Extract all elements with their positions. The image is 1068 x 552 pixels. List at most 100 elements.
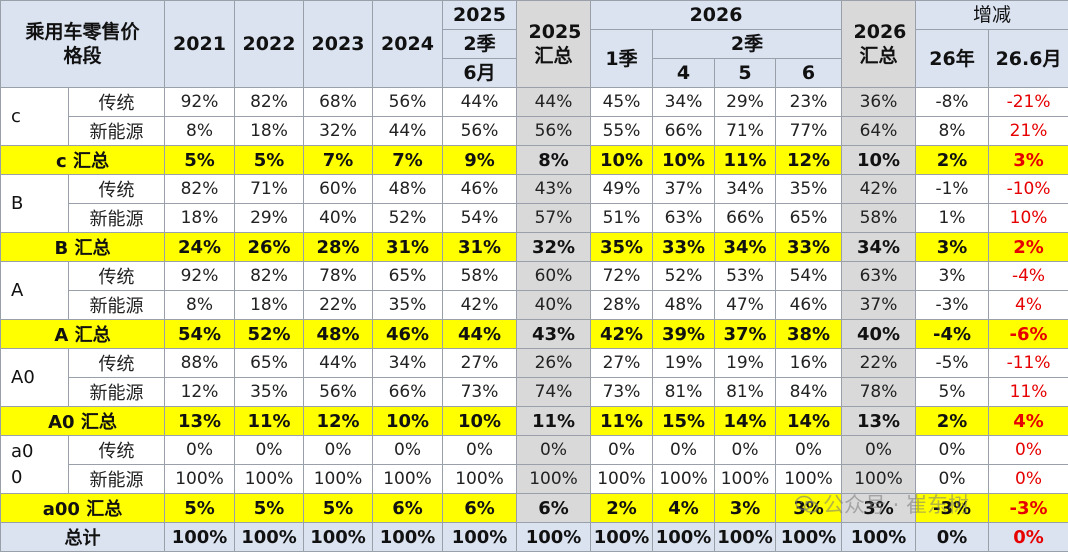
value-cell: 0% xyxy=(989,523,1068,552)
value-cell: 78% xyxy=(842,378,916,407)
powertrain-label: 新能源 xyxy=(69,465,165,494)
value-cell: 2% xyxy=(989,233,1068,262)
value-cell: 19% xyxy=(653,349,715,378)
value-cell: 10% xyxy=(443,407,517,436)
value-cell: 11% xyxy=(989,378,1068,407)
value-cell: 7% xyxy=(304,146,373,175)
value-cell: 66% xyxy=(653,117,715,146)
value-cell: 44% xyxy=(443,320,517,349)
value-cell: 3% xyxy=(842,494,916,523)
value-cell: 100% xyxy=(304,465,373,494)
value-cell: 71% xyxy=(715,117,776,146)
powertrain-label: 传统 xyxy=(69,262,165,291)
value-cell: 4% xyxy=(653,494,715,523)
value-cell: 10% xyxy=(373,407,443,436)
m5-2026-header: 5 xyxy=(715,59,776,88)
value-cell: 81% xyxy=(715,378,776,407)
m6-2025-header: 6月 xyxy=(443,59,517,88)
value-cell: 66% xyxy=(373,378,443,407)
value-cell: 8% xyxy=(165,291,235,320)
value-cell: 100% xyxy=(443,465,517,494)
value-cell: 34% xyxy=(373,349,443,378)
value-cell: 40% xyxy=(842,320,916,349)
value-cell: 56% xyxy=(373,88,443,117)
value-cell: -5% xyxy=(916,349,989,378)
value-cell: 60% xyxy=(517,262,591,291)
value-cell: 5% xyxy=(165,146,235,175)
value-cell: 54% xyxy=(443,204,517,233)
value-cell: 0% xyxy=(517,436,591,465)
year-2026-header: 2026 xyxy=(591,1,842,30)
value-cell: -1% xyxy=(916,175,989,204)
powertrain-label: 新能源 xyxy=(69,204,165,233)
value-cell: 100% xyxy=(653,465,715,494)
sum-2026-header: 2026汇总 xyxy=(842,1,916,88)
value-cell: 5% xyxy=(165,494,235,523)
segment-label: B xyxy=(1,175,69,233)
value-cell: 3% xyxy=(916,233,989,262)
q2-2025-header: 2季 xyxy=(443,30,517,59)
value-cell: 100% xyxy=(591,465,653,494)
value-cell: 11% xyxy=(235,407,304,436)
value-cell: 5% xyxy=(235,146,304,175)
value-cell: 0% xyxy=(715,436,776,465)
value-cell: 13% xyxy=(842,407,916,436)
value-cell: 52% xyxy=(373,204,443,233)
value-cell: 0% xyxy=(373,436,443,465)
value-cell: -11% xyxy=(989,349,1068,378)
value-cell: 72% xyxy=(591,262,653,291)
value-cell: 100% xyxy=(776,465,842,494)
powertrain-label: 新能源 xyxy=(69,291,165,320)
value-cell: 32% xyxy=(517,233,591,262)
value-cell: 26% xyxy=(235,233,304,262)
segment-label: c xyxy=(1,88,69,146)
value-cell: 100% xyxy=(591,523,653,552)
value-cell: 38% xyxy=(776,320,842,349)
value-cell: 100% xyxy=(776,523,842,552)
value-cell: 52% xyxy=(235,320,304,349)
change-26-header: 26年 xyxy=(916,30,989,88)
value-cell: 5% xyxy=(235,494,304,523)
powertrain-label: 传统 xyxy=(69,436,165,465)
value-cell: 8% xyxy=(165,117,235,146)
value-cell: 48% xyxy=(653,291,715,320)
value-cell: 37% xyxy=(715,320,776,349)
year-2023-header: 2023 xyxy=(304,1,373,88)
value-cell: 0% xyxy=(989,465,1068,494)
value-cell: 31% xyxy=(373,233,443,262)
subtotal-label: B 汇总 xyxy=(1,233,165,262)
value-cell: 34% xyxy=(715,175,776,204)
powertrain-label: 新能源 xyxy=(69,117,165,146)
value-cell: 14% xyxy=(715,407,776,436)
value-cell: 100% xyxy=(165,465,235,494)
value-cell: 8% xyxy=(916,117,989,146)
value-cell: 4% xyxy=(989,291,1068,320)
value-cell: 35% xyxy=(591,233,653,262)
value-cell: 100% xyxy=(653,523,715,552)
value-cell: 11% xyxy=(715,146,776,175)
year-2022-header: 2022 xyxy=(235,1,304,88)
value-cell: 0% xyxy=(165,436,235,465)
value-cell: 92% xyxy=(165,262,235,291)
change-header: 增减 xyxy=(916,1,1068,30)
value-cell: 0% xyxy=(304,436,373,465)
value-cell: 33% xyxy=(653,233,715,262)
value-cell: 100% xyxy=(235,523,304,552)
value-cell: 100% xyxy=(715,523,776,552)
value-cell: 51% xyxy=(591,204,653,233)
value-cell: 100% xyxy=(235,465,304,494)
m4-2026-header: 4 xyxy=(653,59,715,88)
value-cell: 37% xyxy=(842,291,916,320)
value-cell: 46% xyxy=(776,291,842,320)
value-cell: 9% xyxy=(443,146,517,175)
subtotal-label: a00 汇总 xyxy=(1,494,165,523)
value-cell: 0% xyxy=(235,436,304,465)
powertrain-label: 新能源 xyxy=(69,378,165,407)
value-cell: 12% xyxy=(304,407,373,436)
